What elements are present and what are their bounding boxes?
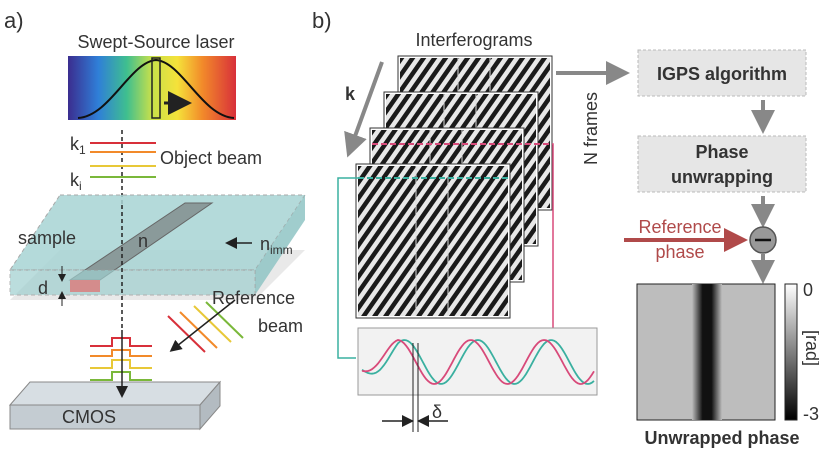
profile — [90, 350, 152, 356]
waveguide-end — [70, 280, 100, 292]
colorbar-label: [rad] — [802, 330, 819, 366]
wave-line — [168, 316, 205, 352]
cmos-top — [10, 382, 220, 405]
scan-link — [338, 178, 358, 358]
profile — [90, 360, 152, 368]
delta-label: δ — [432, 402, 442, 422]
ref-phase-label: phase — [655, 242, 704, 262]
n-frames-label: N frames — [581, 92, 601, 165]
frame-stripes — [358, 166, 508, 316]
k-label: k — [345, 84, 356, 104]
reference-beam-label: beam — [258, 316, 303, 336]
ki-label: ki — [70, 170, 82, 193]
colorbar — [785, 284, 797, 420]
profile — [90, 372, 152, 380]
n-sub: imm — [270, 243, 293, 257]
sample-label: sample — [18, 228, 76, 248]
panel-label: a) — [4, 8, 24, 33]
k-sub: 1 — [79, 143, 86, 157]
result-label: Unwrapped phase — [644, 428, 799, 448]
cmos-label: CMOS — [62, 407, 116, 427]
reference-beam-label: Reference — [212, 288, 295, 308]
panel-label: b) — [312, 8, 332, 33]
unwrap-label: Phase — [695, 142, 748, 162]
igps-label: IGPS algorithm — [657, 64, 787, 84]
interferograms-label: Interferograms — [415, 30, 532, 50]
d-label: d — [38, 278, 48, 298]
phase-band — [692, 284, 722, 420]
n-base: n — [260, 234, 270, 254]
colorbar-tick: -3 — [803, 404, 819, 424]
colorbar-tick: 0 — [803, 280, 813, 300]
frames — [338, 56, 553, 358]
n-label: n — [138, 231, 148, 251]
wave-line — [194, 306, 231, 342]
object-beam-label: Object beam — [160, 148, 262, 168]
wave-line — [180, 312, 217, 348]
ref-phase-label: Reference — [638, 217, 721, 237]
k-sub: i — [79, 179, 82, 193]
ref-arrow — [172, 300, 235, 350]
laser-label: Swept-Source laser — [77, 32, 234, 52]
figure: a) Swept-Source laser k1 ki Object beam … — [0, 0, 819, 449]
profile — [90, 338, 152, 346]
k1-label: k1 — [70, 134, 86, 157]
unwrap-label: unwrapping — [671, 167, 773, 187]
